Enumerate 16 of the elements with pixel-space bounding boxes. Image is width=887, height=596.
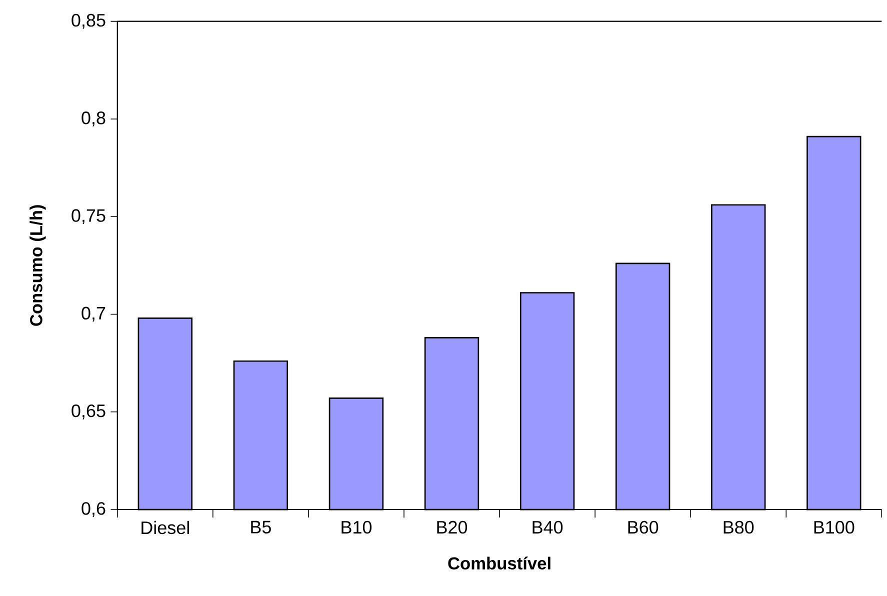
x-tick-label: B40 xyxy=(532,520,563,534)
x-tick-label: B5 xyxy=(251,520,271,534)
y-tick-label: 0,8 xyxy=(82,111,106,126)
y-axis-title: Consumo (L/h) xyxy=(30,205,46,326)
x-tick-label: Diesel xyxy=(142,520,189,534)
y-tick-label: 0,7 xyxy=(82,306,106,322)
y-tick-label: 0,6 xyxy=(82,502,106,517)
x-tick-label: B20 xyxy=(437,520,468,534)
x-axis-title: Combustível xyxy=(448,556,550,570)
y-tick-label: 0,75 xyxy=(72,209,106,224)
y-tick-label: 0,85 xyxy=(72,14,106,29)
x-tick-label: B60 xyxy=(628,520,658,534)
x-tick-label: B10 xyxy=(342,520,372,534)
x-tick-label: B80 xyxy=(724,520,754,534)
y-tick-label: 0,65 xyxy=(72,404,106,420)
x-tick-label: B100 xyxy=(814,520,854,534)
